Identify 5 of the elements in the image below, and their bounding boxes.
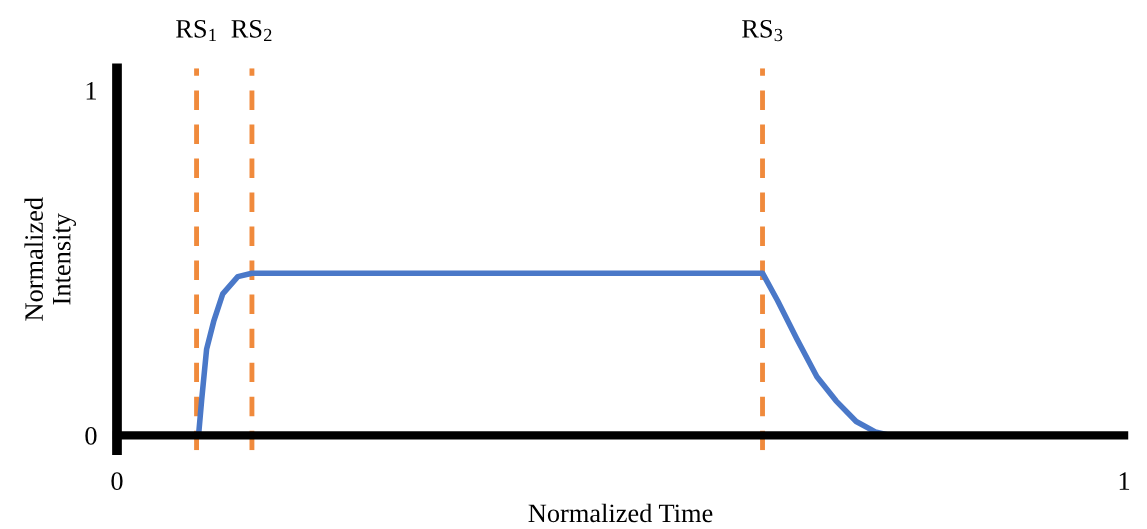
- ref-line-label: RS$_{1}$: [176, 19, 216, 42]
- y-axis-title: Normalized Intensity: [24, 197, 77, 321]
- ref-line-label: RS$_{2}$: [231, 19, 272, 42]
- ref-line-label: RS$_{3}$: [742, 19, 783, 42]
- x-axis-title: Normalized Time: [528, 503, 713, 523]
